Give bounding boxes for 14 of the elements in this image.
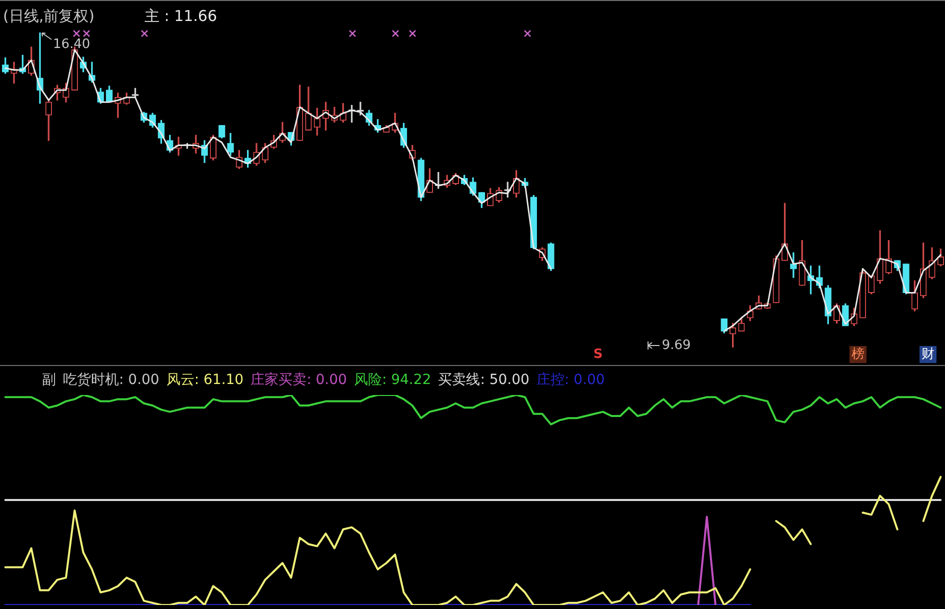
annotation: 榜: [850, 346, 866, 363]
text: 庄控: 0.00: [536, 371, 605, 389]
annotation: 9.69: [662, 338, 691, 352]
text: 风云: 61.10: [166, 371, 244, 389]
annotation: 16.40: [52, 36, 90, 52]
annotation: S: [592, 346, 604, 363]
text: 庄家买卖: 0.00: [250, 371, 347, 389]
text: 主 : 11.66: [144, 7, 218, 26]
annotation: 财: [920, 346, 936, 363]
text: 买卖线: 50.00: [438, 371, 530, 389]
series-label: 风险: 94.22: [354, 371, 432, 389]
chart-title: (日线,前复权): [3, 7, 94, 26]
text: 副: [42, 371, 56, 389]
text: 吃货时机: 0.00: [63, 371, 160, 389]
